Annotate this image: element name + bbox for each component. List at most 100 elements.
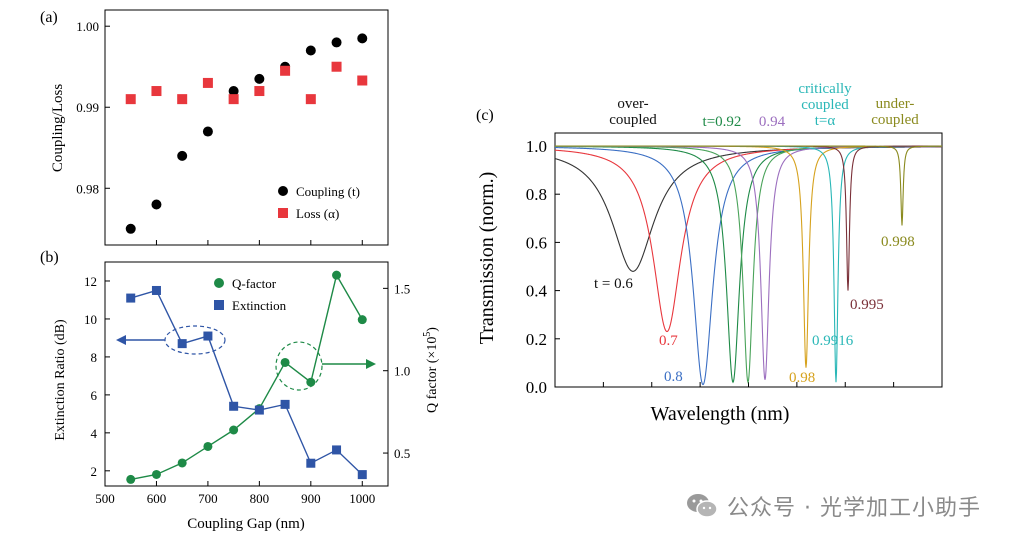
panel-c-label: (c) [476,107,494,124]
panel-c-curves [554,145,942,386]
ann-critical-line1: critically [798,81,852,97]
a-point-coupling [151,199,162,210]
panel-a-y-ticks: 0.98 0.99 1.00 [76,19,110,196]
a-y-tick-label: 0.98 [76,181,99,196]
c-y-tick-label: 0.0 [526,378,547,397]
panel-a-x-ticks [104,240,363,245]
b-q-point [177,458,187,468]
b-x-tick-label: 1000 [349,491,375,506]
panel-b-xlabel: Coupling Gap (nm) [187,516,305,532]
panel-b-frame [104,261,389,487]
b-q-point [151,469,161,479]
label-t06: t = 0.6 [594,276,633,292]
b-q-point [203,441,213,451]
b-q-point [306,377,316,387]
panel-b-ylabel: Extinction Ratio (dB) [53,319,68,441]
b-extinction-point [357,470,367,480]
a-point-coupling [202,126,213,137]
a-point-loss [280,65,291,76]
panel-a-label: (a) [40,9,58,26]
c-curve [555,145,942,380]
a-point-coupling [305,45,316,56]
panel-b-x-ticks: 500 600 700 800 900 1000 [95,481,375,506]
b-extinction-point [280,399,290,409]
b-q-point [126,474,136,484]
legend-coupling-text: Coupling (t) [296,184,360,199]
b-y2-tick-label: 0.5 [394,446,410,461]
ann-over-line2: coupled [609,112,657,128]
panel-b-label: (b) [40,249,59,266]
b-extinction-point [151,285,161,295]
panel-b-y-ticks: 2 4 6 8 10 12 [84,274,110,479]
c-curve [555,145,942,368]
ann-over-line1: over- [617,96,648,112]
a-point-loss [254,86,265,97]
a-y-tick-label: 1.00 [76,19,99,34]
b-x-tick-label: 600 [147,491,167,506]
panel-a-frame [104,9,389,246]
legend-q-text: Q-factor [232,276,277,291]
panel-b-series [126,270,367,484]
q-highlight-ellipse [275,341,323,391]
ann-t092: t=0.92 [703,114,742,130]
b-extinction-point [126,293,136,303]
b-y-tick-label: 2 [91,464,98,479]
a-point-loss [228,94,239,105]
watermark: 公众号 · 光学加工小助手 [685,490,981,522]
a-point-loss [305,94,316,105]
b-y2-tick-label: 1.5 [394,281,410,296]
panel-c-frame [554,132,943,388]
c-y-tick-label: 0.6 [526,233,547,252]
panel-c-y-ticks: 0.0 0.2 0.4 0.6 0.8 1.0 [526,137,560,397]
b-extinction-point [229,401,239,411]
a-point-coupling [228,86,239,97]
label-098: 0.98 [789,370,815,386]
a-point-coupling [254,73,265,84]
label-0995: 0.995 [850,297,884,313]
c-curve [555,145,942,383]
panel-c-annotations: over- coupled t=0.92 0.94 critically cou… [594,81,919,386]
c-y-tick-label: 1.0 [526,137,547,156]
legend-coupling-marker [278,186,288,196]
ann-critical-line2: coupled [801,97,849,113]
ann-under-line1: under- [876,96,915,112]
label-0998: 0.998 [881,234,915,250]
label-07: 0.7 [659,333,678,349]
wechat-icon [687,494,718,518]
watermark-text: 公众号 · 光学加工小助手 [727,496,981,521]
a-point-loss [125,94,136,105]
legend-loss-text: Loss (α) [296,206,339,221]
a-point-loss [331,61,342,72]
b-extinction-point [203,331,213,341]
panel-b-legend: Q-factor Extinction [214,276,287,313]
b-y2-tick-label: 1.0 [394,364,410,379]
panel-a-ylabel: Coupling/Loss [50,84,66,173]
a-point-loss [151,86,162,97]
ann-094: 0.94 [759,114,786,130]
legend-ext-marker [214,300,224,310]
c-y-tick-label: 0.2 [526,330,547,349]
a-point-loss [357,75,368,86]
label-08: 0.8 [664,369,683,385]
panel-b-y2-ticks: 0.5 1.0 1.5 [383,281,410,461]
b-x-tick-label: 500 [95,491,115,506]
b-y-tick-label: 12 [84,274,97,289]
a-point-loss [177,94,188,105]
panel-a-points [125,33,368,234]
extinction-arrow-head [116,335,126,345]
b-y-tick-label: 4 [91,426,98,441]
q-arrow-head [366,359,376,369]
b-y-tick-label: 6 [91,388,98,403]
b-extinction-point [177,339,187,349]
panel-a-legend: Coupling (t) Loss (α) [278,184,360,221]
label-09916: 0.9916 [812,333,854,349]
b-y-tick-label: 8 [91,350,98,365]
a-y-tick-label: 0.99 [76,100,99,115]
b-y-tick-label: 10 [84,312,97,327]
a-point-coupling [357,33,368,44]
b-x-tick-label: 700 [198,491,218,506]
b-x-tick-label: 900 [301,491,321,506]
b-extinction-point [254,405,264,415]
a-point-coupling [331,37,342,48]
